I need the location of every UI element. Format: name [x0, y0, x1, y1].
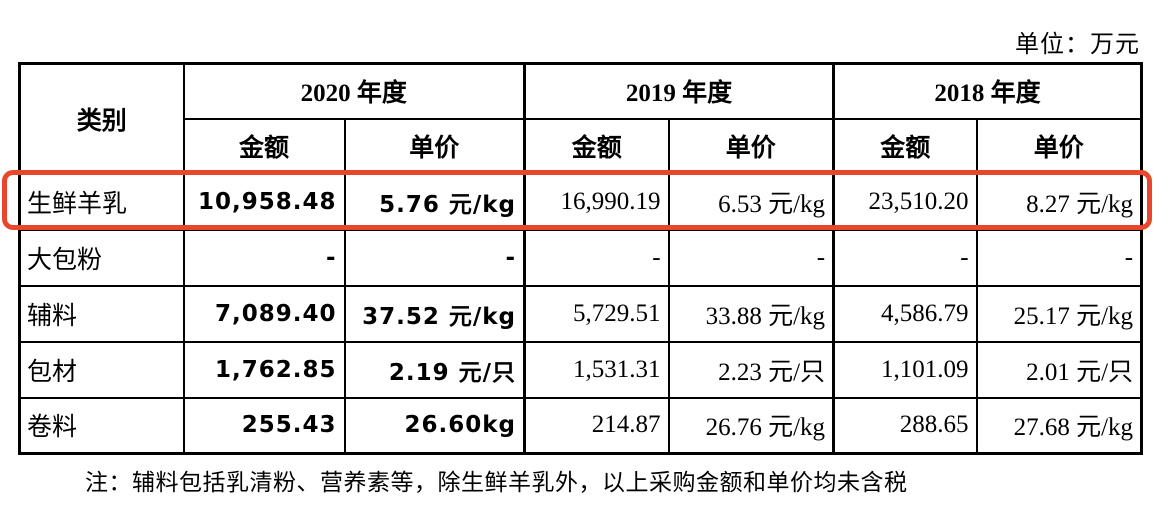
value-cell: 1,762.85	[182, 340, 346, 399]
value-cell: 25.17 元/kg	[975, 284, 1143, 343]
unit-label: 单位：万元	[1015, 32, 1140, 58]
value-cell: 2.01 元/只	[975, 340, 1143, 399]
category-header: 类别	[18, 62, 185, 175]
table-row: 卷料 255.43 26.60kg 214.87 26.76 元/kg 288.65 27.…	[18, 396, 1143, 455]
amount-header-2018: 金额	[832, 117, 978, 175]
amount-header-2019: 金额	[523, 117, 670, 175]
value-cell: 1,101.09	[832, 340, 978, 399]
table-row: 包材 1,762.85 2.19 元/只 1,531.31 2.23 元/只 1,101.…	[18, 340, 1143, 399]
table-row: 辅料 7,089.40 37.52 元/kg 5,729.51 33.88 元/kg 4,…	[18, 284, 1143, 343]
category-cell: 卷料	[18, 396, 185, 455]
value-cell: 2.23 元/只	[667, 340, 835, 399]
value-cell: -	[182, 228, 346, 287]
value-cell: 16,990.19	[523, 172, 670, 231]
header-row-subcolumns: 金额 单价 金额 单价 金额 单价	[20, 117, 1143, 175]
category-cell: 大包粉	[18, 228, 185, 287]
category-cell: 生鲜羊乳	[18, 172, 185, 231]
value-cell: -	[523, 228, 670, 287]
year-header-2019: 2019 年度	[523, 62, 835, 120]
value-cell: 5.76 元/kg	[343, 172, 526, 231]
category-cell: 辅料	[18, 284, 185, 343]
value-cell: -	[343, 228, 526, 287]
table-body: 生鲜羊乳 10,958.48 5.76 元/kg 16,990.19 6.53 元/kg…	[18, 172, 1143, 455]
footnote: 注：辅料包括乳清粉、营养素等，除生鲜羊乳外，以上采购金额和单价均未含税	[85, 470, 908, 495]
year-header-2020: 2020 年度	[182, 62, 526, 120]
value-cell: 4,586.79	[832, 284, 978, 343]
amount-header-2020: 金额	[182, 117, 346, 175]
value-cell: 26.60kg	[343, 396, 526, 455]
table-row: 生鲜羊乳 10,958.48 5.76 元/kg 16,990.19 6.53 元/kg…	[18, 172, 1143, 231]
value-cell: 8.27 元/kg	[975, 172, 1143, 231]
table-row: 大包粉 - - - - - -	[18, 228, 1143, 287]
value-cell: 214.87	[523, 396, 670, 455]
value-cell: -	[975, 228, 1143, 287]
value-cell: -	[667, 228, 835, 287]
value-cell: 10,958.48	[182, 172, 346, 231]
value-cell: 5,729.51	[523, 284, 670, 343]
value-cell: 26.76 元/kg	[667, 396, 835, 455]
value-cell: 37.52 元/kg	[343, 284, 526, 343]
procurement-table: 类别 2020 年度 2019 年度 2018 年度 金额 单价 金额 单价 金…	[18, 62, 1144, 455]
value-cell: 7,089.40	[182, 284, 346, 343]
price-header-2018: 单价	[975, 117, 1143, 175]
value-cell: 27.68 元/kg	[975, 396, 1143, 455]
value-cell: 255.43	[182, 396, 346, 455]
value-cell: -	[832, 228, 978, 287]
value-cell: 6.53 元/kg	[667, 172, 835, 231]
year-header-2018: 2018 年度	[832, 62, 1143, 120]
category-cell: 包材	[18, 340, 185, 399]
value-cell: 288.65	[832, 396, 978, 455]
price-header-2020: 单价	[343, 117, 526, 175]
price-header-2019: 单价	[667, 117, 835, 175]
header-row-years: 类别 2020 年度 2019 年度 2018 年度	[18, 62, 1143, 175]
value-cell: 2.19 元/只	[343, 340, 526, 399]
value-cell: 23,510.20	[832, 172, 978, 231]
value-cell: 33.88 元/kg	[667, 284, 835, 343]
value-cell: 1,531.31	[523, 340, 670, 399]
